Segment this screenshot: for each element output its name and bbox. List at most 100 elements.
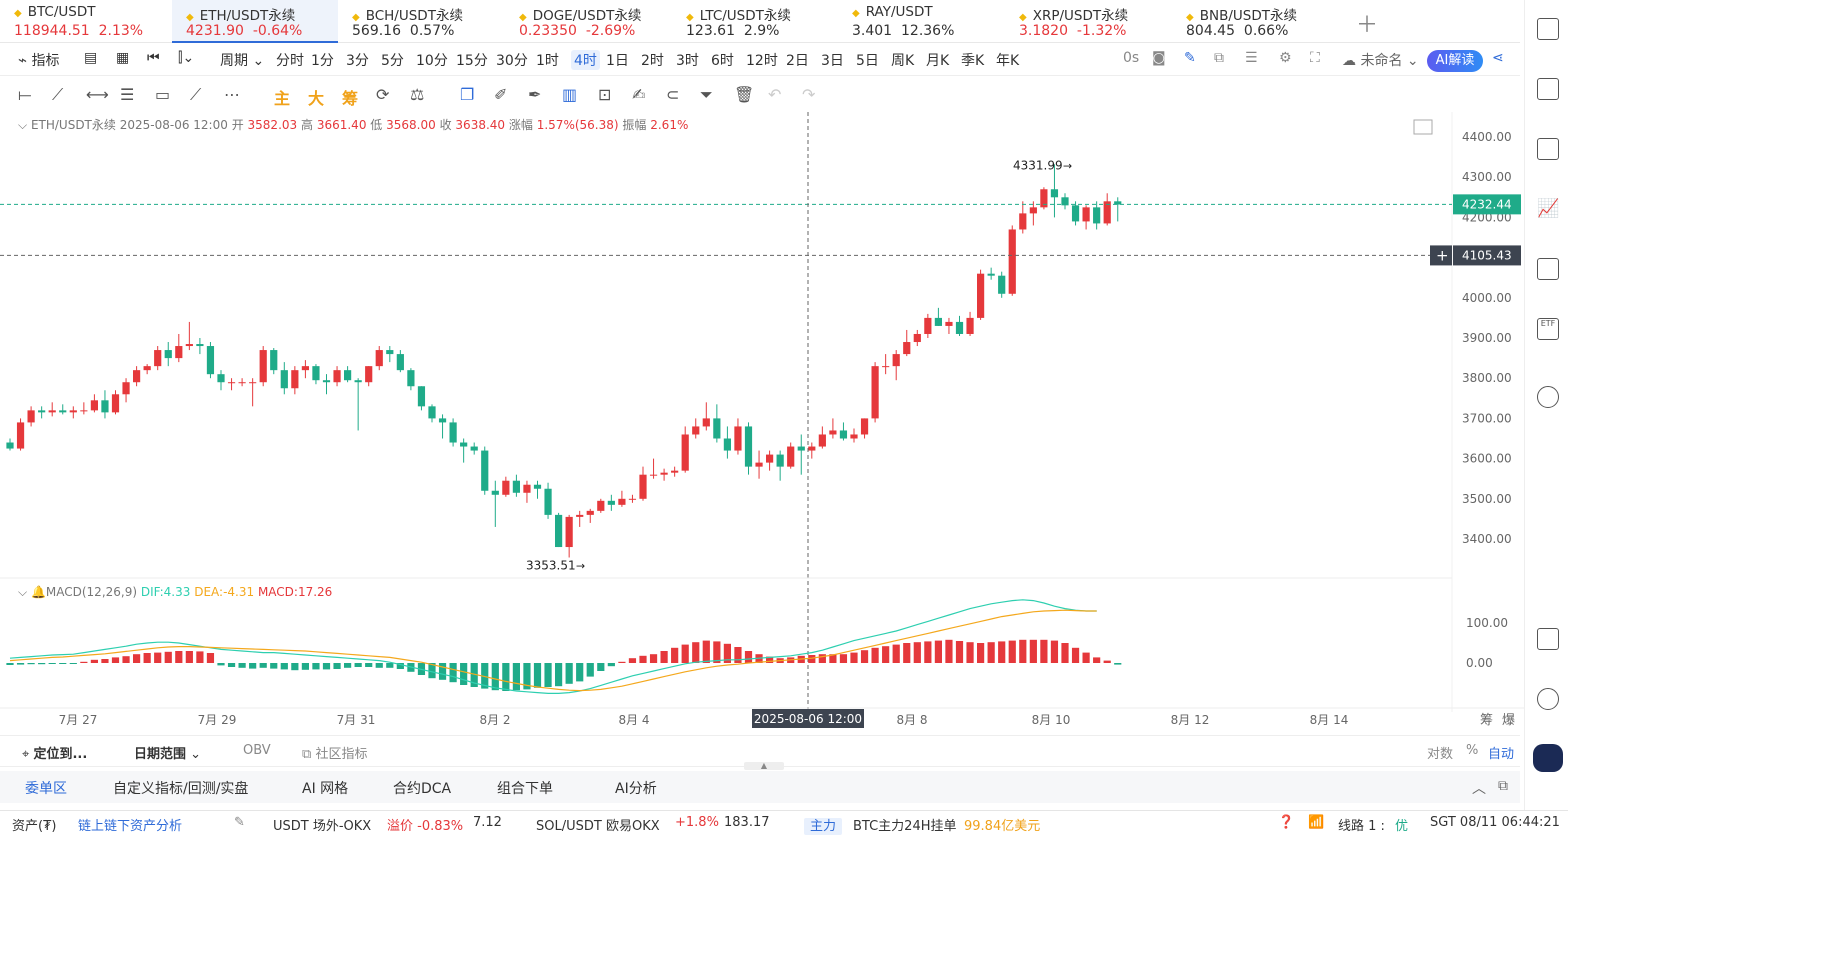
- interval-button[interactable]: 30分: [496, 53, 528, 69]
- measure-icon[interactable]: ⚖: [410, 85, 425, 104]
- interval-button[interactable]: 5日: [856, 53, 879, 69]
- date-range-dropdown[interactable]: 日期范围 ⌄: [134, 747, 202, 762]
- main-force-button[interactable]: 主: [274, 89, 291, 108]
- sync-icon[interactable]: ⟳: [376, 85, 390, 104]
- list-icon[interactable]: ☰: [1245, 50, 1258, 66]
- brush-tool-icon[interactable]: ⟋: [190, 85, 202, 104]
- interval-button[interactable]: 12时: [746, 53, 778, 69]
- copy-icon[interactable]: ❐: [460, 85, 475, 104]
- indicator-button[interactable]: ⌁ 指标: [18, 50, 59, 70]
- ticker-tab[interactable]: ◆ ETH/USDT永续 4231.90 -0.64%: [172, 0, 338, 43]
- community-indicators-button[interactable]: ⧉ 社区指标: [302, 743, 367, 762]
- interval-button[interactable]: 季K: [961, 53, 985, 69]
- interval-button[interactable]: 1日: [606, 53, 629, 69]
- window-icon[interactable]: ⧉: [1214, 50, 1224, 66]
- interval-button[interactable]: 15分: [456, 53, 488, 69]
- robot-assistant-icon[interactable]: [1533, 744, 1563, 772]
- collapse-icon[interactable]: ⌵: [18, 585, 28, 599]
- trend-line-tool-icon[interactable]: ⟋: [52, 85, 64, 104]
- ticker-tab[interactable]: ◆ BNB/USDT永续 804.45 0.66%: [1172, 0, 1338, 43]
- interval-button[interactable]: 周K: [891, 53, 915, 69]
- asset-analysis-link[interactable]: 链上链下资产分析: [78, 819, 183, 834]
- interval-button[interactable]: 3时: [676, 53, 699, 69]
- rectangle-tool-icon[interactable]: ▭: [155, 85, 171, 104]
- interval-button[interactable]: 分时: [276, 53, 304, 69]
- orderbook-icon[interactable]: [1537, 18, 1559, 40]
- layout-icon[interactable]: ▤: [84, 50, 98, 66]
- ruler-icon[interactable]: ✐: [494, 85, 508, 104]
- collapse-icon[interactable]: ⌵: [18, 118, 28, 132]
- ticker-tab[interactable]: ◆ RAY/USDT 3.401 12.36%: [838, 0, 1004, 43]
- interval-button[interactable]: 10分: [416, 53, 448, 69]
- interval-button[interactable]: 年K: [996, 53, 1020, 69]
- interval-button[interactable]: 1分: [311, 53, 334, 69]
- ticker-tab[interactable]: ◆ XRP/USDT永续 3.1820 -1.32%: [1005, 0, 1171, 43]
- share-icon[interactable]: ⋖: [1492, 50, 1504, 66]
- cloud-save-dropdown[interactable]: ☁ 未命名 ⌄: [1342, 53, 1419, 69]
- interval-button[interactable]: 5分: [381, 53, 404, 69]
- fullscreen-icon[interactable]: ⛶: [1310, 50, 1320, 66]
- horizontal-line-tool-icon[interactable]: ⟝: [18, 85, 32, 104]
- add-tab-button[interactable]: ＋: [1356, 13, 1379, 38]
- obv-button[interactable]: OBV: [243, 743, 271, 758]
- ticker-tab[interactable]: ◆ LTC/USDT永续 123.61 2.9%: [672, 0, 838, 43]
- panel-tab[interactable]: 组合下单: [497, 781, 553, 797]
- log-scale-button[interactable]: 对数: [1427, 747, 1454, 762]
- panel-tab[interactable]: AI 网格: [302, 781, 349, 797]
- settings-icon[interactable]: ⚙: [1279, 50, 1292, 66]
- locate-button[interactable]: ⌖ 定位到...: [22, 743, 87, 762]
- interval-button[interactable]: 3分: [346, 53, 369, 69]
- magnet-icon[interactable]: ⊂: [666, 85, 680, 104]
- panel-resize-handle[interactable]: ▲: [744, 762, 784, 770]
- pencil-icon[interactable]: ✎: [1184, 50, 1196, 66]
- panel-tab[interactable]: AI分析: [615, 781, 657, 797]
- popout-icon[interactable]: ⧉: [1498, 778, 1508, 794]
- bell-icon[interactable]: 🔔: [30, 585, 46, 599]
- bar-chart-icon[interactable]: [1537, 258, 1559, 280]
- camera-icon[interactable]: ◙: [1152, 50, 1166, 66]
- more-tools-icon[interactable]: ⋯: [224, 85, 240, 104]
- ai-interpret-button[interactable]: AI解读: [1427, 50, 1483, 72]
- grid-icon[interactable]: ▦: [116, 50, 130, 66]
- interval-button[interactable]: 2时: [641, 53, 664, 69]
- interval-button[interactable]: 月K: [926, 53, 950, 69]
- panel-tab[interactable]: 自定义指标/回测/实盘: [113, 781, 249, 797]
- collapse-panel-icon[interactable]: ︿: [1472, 781, 1486, 797]
- assets-label[interactable]: 资产(₮): [12, 819, 57, 834]
- edit-icon[interactable]: ✎: [234, 815, 245, 830]
- filter-icon[interactable]: ⏷: [700, 85, 713, 104]
- note-icon[interactable]: ✍: [632, 85, 646, 104]
- help-icon[interactable]: ❓: [1278, 815, 1295, 830]
- ticker-tab[interactable]: ◆ BTC/USDT 118944.51 2.13%: [0, 0, 166, 43]
- period-dropdown[interactable]: 周期 ⌄: [220, 53, 265, 69]
- interval-button[interactable]: 6时: [711, 53, 734, 69]
- line-label[interactable]: 线路 1 :: [1338, 819, 1385, 834]
- etf-icon[interactable]: ETF: [1537, 318, 1559, 340]
- exchange-icon[interactable]: [1537, 386, 1559, 408]
- ticker-tab[interactable]: ◆ BCH/USDT永续 569.16 0.57%: [338, 0, 504, 43]
- trash-icon[interactable]: 🗑: [734, 85, 755, 104]
- interval-button[interactable]: 1时: [536, 53, 559, 69]
- panel-tab[interactable]: 委单区: [25, 781, 67, 797]
- range-tool-icon[interactable]: ⟷: [86, 85, 109, 104]
- candles-visibility-icon[interactable]: ▥: [562, 85, 578, 104]
- auto-scale-button[interactable]: 自动: [1488, 747, 1515, 762]
- big-order-button[interactable]: 大: [308, 89, 325, 108]
- chips-button[interactable]: 筹: [342, 89, 359, 108]
- highlighter-icon[interactable]: ✒: [528, 85, 542, 104]
- interval-button[interactable]: 3日: [821, 53, 844, 69]
- panel-tab[interactable]: 合约DCA: [393, 781, 452, 797]
- support-icon[interactable]: [1537, 688, 1559, 710]
- layout-panel-icon[interactable]: [1537, 628, 1559, 650]
- interval-button[interactable]: 2日: [786, 53, 809, 69]
- interval-button[interactable]: 4时: [571, 50, 600, 70]
- parallel-lines-tool-icon[interactable]: ☰: [120, 85, 135, 104]
- price-chart[interactable]: 4400.004300.004200.004100.004000.003900.…: [0, 112, 1524, 734]
- lock-icon[interactable]: ⊡: [598, 85, 612, 104]
- undo-icon[interactable]: ↶: [768, 85, 782, 104]
- replay-icon[interactable]: ⏮: [147, 50, 160, 66]
- document-icon[interactable]: [1537, 78, 1559, 100]
- trend-chart-icon[interactable]: 📈: [1537, 198, 1560, 219]
- ticker-tab[interactable]: ◆ DOGE/USDT永续 0.23350 -2.69%: [505, 0, 671, 43]
- percent-scale-button[interactable]: %: [1466, 743, 1479, 758]
